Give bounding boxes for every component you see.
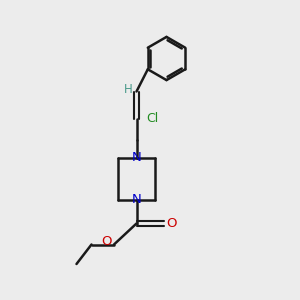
Text: N: N [132, 193, 141, 206]
Text: O: O [101, 235, 112, 248]
Text: N: N [132, 151, 141, 164]
Text: O: O [167, 217, 177, 230]
Text: Cl: Cl [146, 112, 158, 125]
Text: H: H [124, 82, 133, 96]
